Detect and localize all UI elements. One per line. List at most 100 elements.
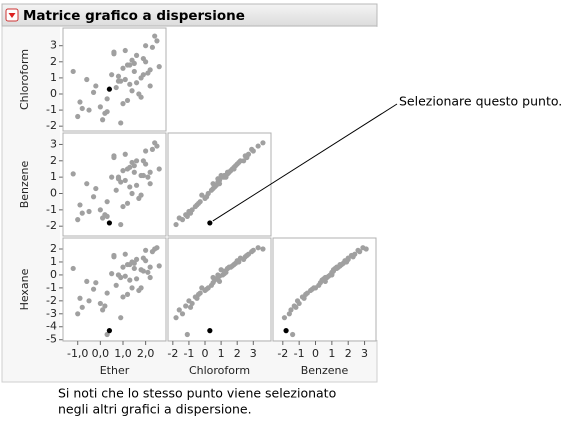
point: [147, 169, 153, 175]
point: [113, 282, 119, 288]
point: [90, 194, 97, 200]
point: [288, 307, 294, 313]
point: [129, 190, 135, 197]
point: [104, 109, 110, 115]
point: [131, 265, 137, 272]
y-tick-label: -4: [46, 320, 57, 333]
point: [143, 247, 149, 253]
point: [210, 274, 216, 281]
point: [120, 264, 126, 270]
y-tick-label: -1: [46, 203, 57, 216]
point: [208, 187, 215, 193]
point: [111, 51, 117, 57]
point: [111, 254, 117, 260]
panel: [62, 237, 167, 342]
point: [129, 285, 135, 291]
point: [75, 113, 81, 120]
point: [122, 47, 128, 54]
annotation-line: [212, 103, 398, 222]
x-tick-label: 1: [328, 347, 335, 360]
caption-line: Si noti che lo stesso punto viene selezi…: [58, 386, 336, 401]
point: [187, 304, 194, 310]
point: [154, 143, 160, 149]
point: [199, 192, 205, 198]
point: [192, 203, 198, 210]
y-tick-label: 0: [50, 186, 57, 199]
point: [129, 88, 135, 94]
point: [140, 172, 146, 179]
point: [143, 59, 149, 65]
point: [173, 221, 179, 228]
y-tick-label: -1: [46, 103, 57, 116]
point: [215, 274, 221, 281]
point: [179, 217, 186, 223]
point: [234, 258, 240, 264]
point: [316, 282, 322, 288]
point: [122, 273, 128, 279]
point: [97, 104, 103, 110]
point: [120, 294, 126, 300]
point: [309, 286, 315, 292]
point: [118, 179, 124, 185]
point: [249, 146, 255, 152]
point: [133, 276, 140, 282]
point: [260, 246, 266, 252]
menu-icon: [8, 13, 16, 18]
point: [152, 33, 158, 39]
point: [231, 261, 237, 268]
point: [360, 245, 366, 251]
point: [133, 182, 140, 188]
point: [195, 200, 202, 206]
point: [100, 117, 106, 123]
point: [143, 148, 149, 154]
point: [133, 52, 140, 58]
point: [286, 311, 292, 317]
point: [86, 298, 92, 304]
y-tick-label: -2: [46, 294, 57, 307]
y-tick-label: 3: [50, 39, 57, 52]
y-tick-label: -3: [46, 307, 57, 320]
point: [122, 177, 128, 184]
point: [131, 169, 137, 175]
x-tick-label: 2: [234, 347, 241, 360]
x-tick-label: -2: [277, 347, 288, 360]
point: [70, 68, 76, 75]
point: [127, 81, 133, 87]
point: [195, 291, 202, 297]
point: [93, 83, 99, 89]
panel: [62, 132, 167, 237]
point: [118, 120, 124, 126]
point: [210, 181, 216, 187]
point: [113, 84, 119, 91]
point: [147, 264, 153, 270]
point: [296, 300, 302, 307]
point: [120, 203, 126, 210]
point: [127, 62, 133, 68]
x-tick-label: 0: [312, 347, 319, 360]
point: [120, 168, 126, 174]
point: [133, 158, 140, 164]
point: [115, 174, 122, 180]
point: [156, 64, 162, 70]
report-header: [1, 3, 378, 27]
y-tick-label: 2: [50, 154, 57, 167]
point: [79, 210, 85, 216]
point: [303, 291, 309, 297]
point: [255, 143, 261, 149]
y-axis-label: Chloroform: [18, 49, 31, 110]
point: [131, 68, 137, 75]
point: [90, 286, 97, 292]
point: [104, 290, 110, 296]
point: [124, 200, 131, 206]
point: [122, 151, 128, 157]
point: [138, 192, 144, 198]
point: [156, 263, 162, 269]
panel: [167, 237, 272, 342]
point: [75, 311, 81, 317]
point: [231, 164, 237, 170]
y-tick-label: 1: [50, 255, 57, 268]
point: [118, 221, 124, 228]
point: [149, 44, 156, 50]
point: [84, 76, 90, 83]
point: [79, 304, 85, 310]
